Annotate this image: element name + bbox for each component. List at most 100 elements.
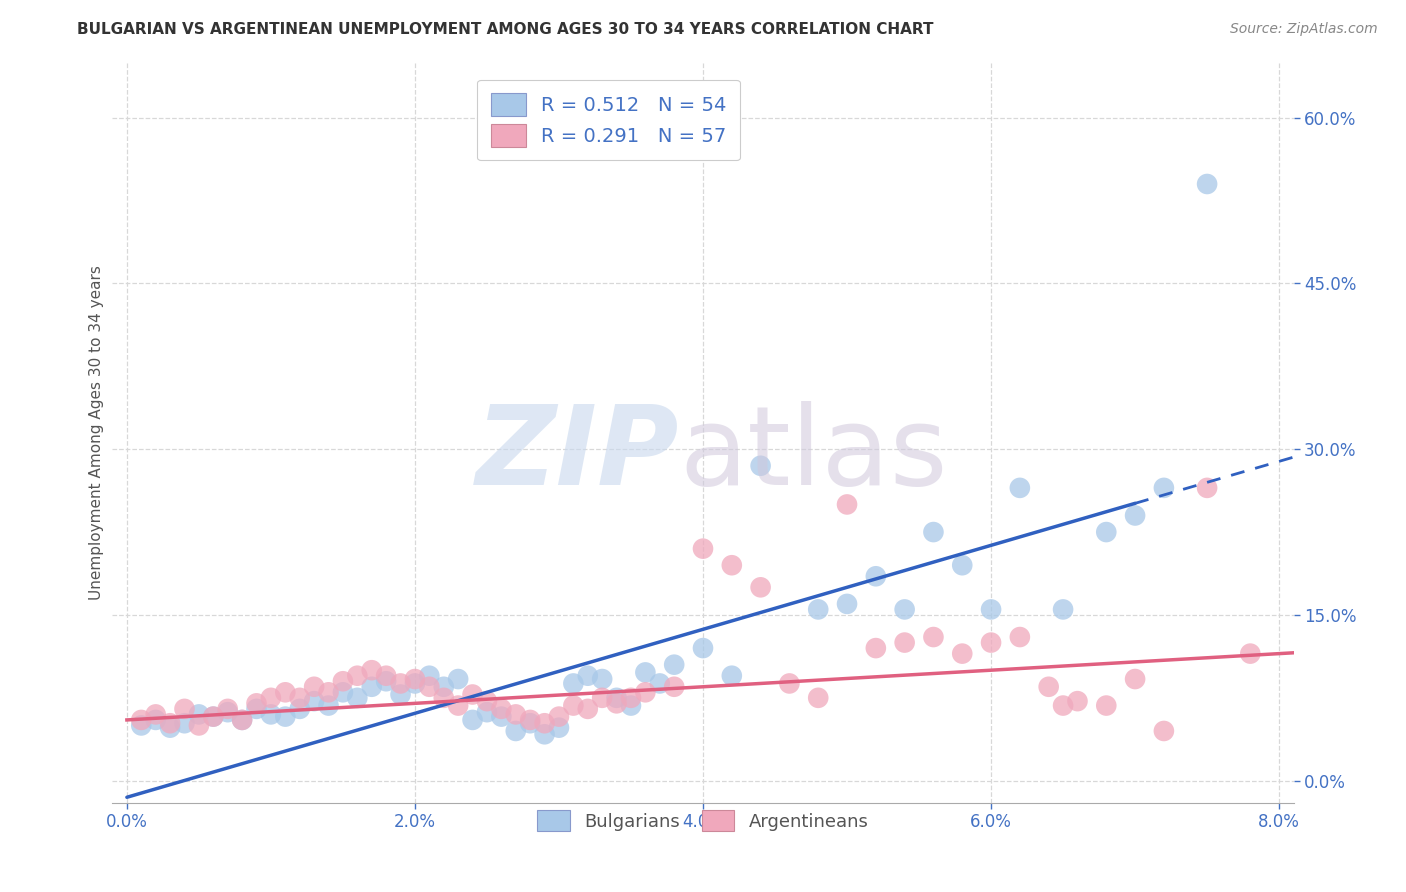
Point [620,690,643,705]
Point [562,698,585,713]
Point [519,713,541,727]
Point [1008,630,1031,644]
Point [389,676,412,690]
Point [433,680,456,694]
Point [591,690,613,705]
Point [533,716,555,731]
Point [433,690,456,705]
Point [634,685,657,699]
Point [1052,698,1074,713]
Point [865,569,887,583]
Point [159,721,181,735]
Point [950,558,973,573]
Point [893,635,915,649]
Point [404,676,426,690]
Point [548,709,571,723]
Point [187,718,209,732]
Point [1008,481,1031,495]
Point [173,702,195,716]
Point [245,702,267,716]
Point [202,709,225,723]
Point [202,709,225,723]
Point [260,707,283,722]
Point [346,669,368,683]
Point [129,713,152,727]
Point [1052,602,1074,616]
Point [1197,481,1219,495]
Point [548,721,571,735]
Point [187,707,209,722]
Point [1197,177,1219,191]
Point [807,602,830,616]
Point [231,713,253,727]
Point [749,580,772,594]
Point [620,698,643,713]
Point [692,641,714,656]
Point [562,676,585,690]
Point [145,707,167,722]
Point [720,669,742,683]
Point [576,669,599,683]
Point [332,685,354,699]
Text: Source: ZipAtlas.com: Source: ZipAtlas.com [1230,22,1378,37]
Point [1239,647,1261,661]
Point [447,698,470,713]
Point [807,690,830,705]
Point [461,713,484,727]
Point [980,602,1002,616]
Point [505,707,527,722]
Point [447,672,470,686]
Point [346,690,368,705]
Point [389,688,412,702]
Point [231,713,253,727]
Point [692,541,714,556]
Point [491,709,513,723]
Point [664,657,686,672]
Point [318,698,340,713]
Point [375,669,398,683]
Point [606,697,628,711]
Text: BULGARIAN VS ARGENTINEAN UNEMPLOYMENT AMONG AGES 30 TO 34 YEARS CORRELATION CHAR: BULGARIAN VS ARGENTINEAN UNEMPLOYMENT AM… [77,22,934,37]
Legend: Bulgarians, Argentineans: Bulgarians, Argentineans [530,803,876,838]
Point [217,705,239,719]
Point [375,674,398,689]
Point [360,680,382,694]
Point [749,458,772,473]
Point [835,498,858,512]
Point [1066,694,1088,708]
Point [159,716,181,731]
Point [418,669,440,683]
Point [950,647,973,661]
Point [318,685,340,699]
Point [475,694,498,708]
Point [922,630,945,644]
Point [173,716,195,731]
Point [576,702,599,716]
Point [1123,508,1146,523]
Point [217,702,239,716]
Point [922,524,945,539]
Point [302,694,325,708]
Point [1153,481,1175,495]
Point [1038,680,1060,694]
Point [648,676,671,690]
Point [360,663,382,677]
Point [591,672,613,686]
Point [145,713,167,727]
Point [475,705,498,719]
Point [418,680,440,694]
Point [980,635,1002,649]
Point [288,702,311,716]
Point [288,690,311,705]
Point [129,718,152,732]
Text: atlas: atlas [679,401,948,508]
Point [1123,672,1146,686]
Text: ZIP: ZIP [475,401,679,508]
Point [893,602,915,616]
Point [274,685,297,699]
Point [720,558,742,573]
Point [778,676,800,690]
Point [865,641,887,656]
Point [533,727,555,741]
Point [664,680,686,694]
